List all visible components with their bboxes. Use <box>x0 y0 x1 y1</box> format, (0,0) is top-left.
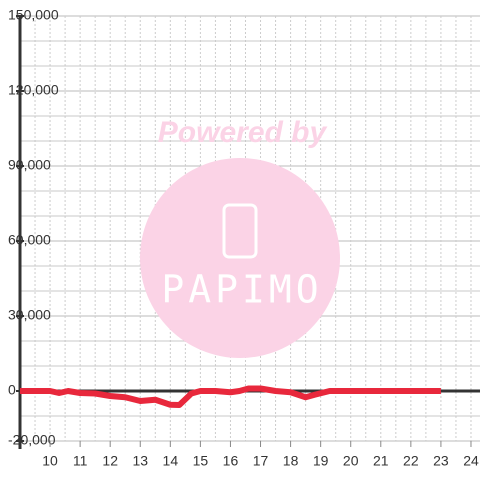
line-series <box>20 385 441 408</box>
x-tick-label: 24 <box>463 453 479 469</box>
watermark-text: Powered by <box>158 116 328 149</box>
watermark-icon <box>222 203 258 259</box>
x-tick-label: 11 <box>73 453 88 469</box>
y-tick-label: -20,000 <box>8 432 56 448</box>
x-tick-label: 19 <box>313 453 329 469</box>
y-tick-label: 60,000 <box>8 232 51 248</box>
watermark-brand: PAPIMO <box>161 268 322 312</box>
x-tick-label: 18 <box>283 453 299 469</box>
x-tick-label: 17 <box>253 453 269 469</box>
x-tick-label: 12 <box>102 453 118 469</box>
x-tick-label: 16 <box>223 453 239 469</box>
y-tick-label: 150,000 <box>8 7 59 23</box>
x-tick-label: 15 <box>193 453 209 469</box>
x-tick-label: 13 <box>132 453 148 469</box>
y-tick-label: 0 <box>8 382 16 398</box>
x-tick-label: 14 <box>163 453 179 469</box>
y-tick-label: 120,000 <box>8 82 59 98</box>
x-tick-label: 20 <box>343 453 359 469</box>
x-tick-label: 10 <box>42 453 58 469</box>
y-tick-label: 90,000 <box>8 157 51 173</box>
x-tick-label: 23 <box>433 453 449 469</box>
y-tick-label: 30,000 <box>8 307 51 323</box>
x-tick-label: 21 <box>373 453 389 469</box>
x-tick-label: 22 <box>403 453 419 469</box>
